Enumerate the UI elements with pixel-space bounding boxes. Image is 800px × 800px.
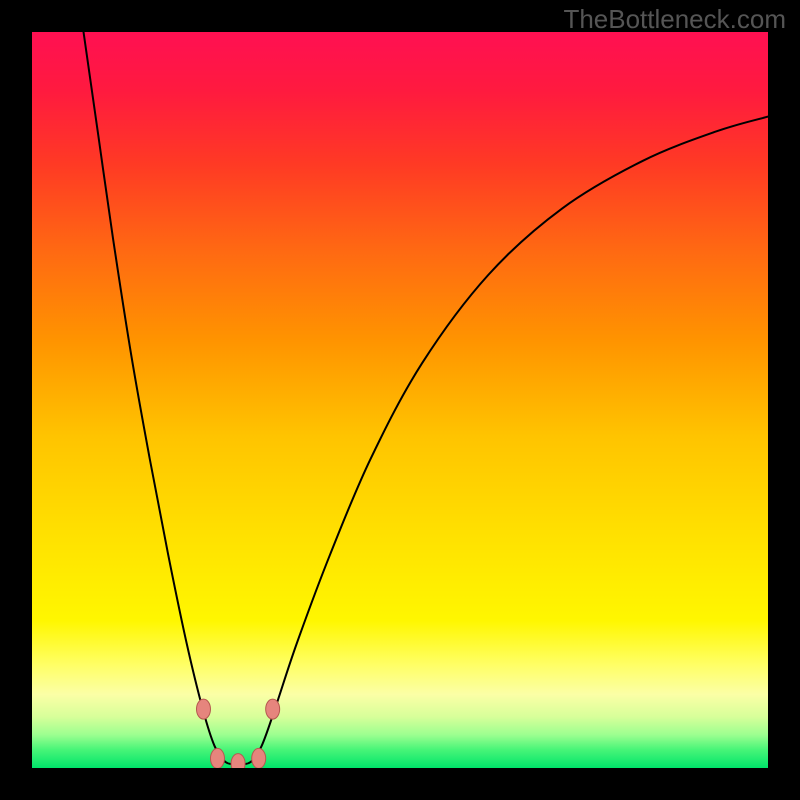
plot-area [32,32,768,768]
watermark-text: TheBottleneck.com [563,4,786,35]
optimal-marker [231,754,245,768]
bottleneck-curve [84,32,768,764]
optimal-marker [252,748,266,768]
chart-svg [32,32,768,768]
optimal-marker [266,699,280,719]
stage: TheBottleneck.com [0,0,800,800]
optimal-marker [210,748,224,768]
optimal-marker [196,699,210,719]
